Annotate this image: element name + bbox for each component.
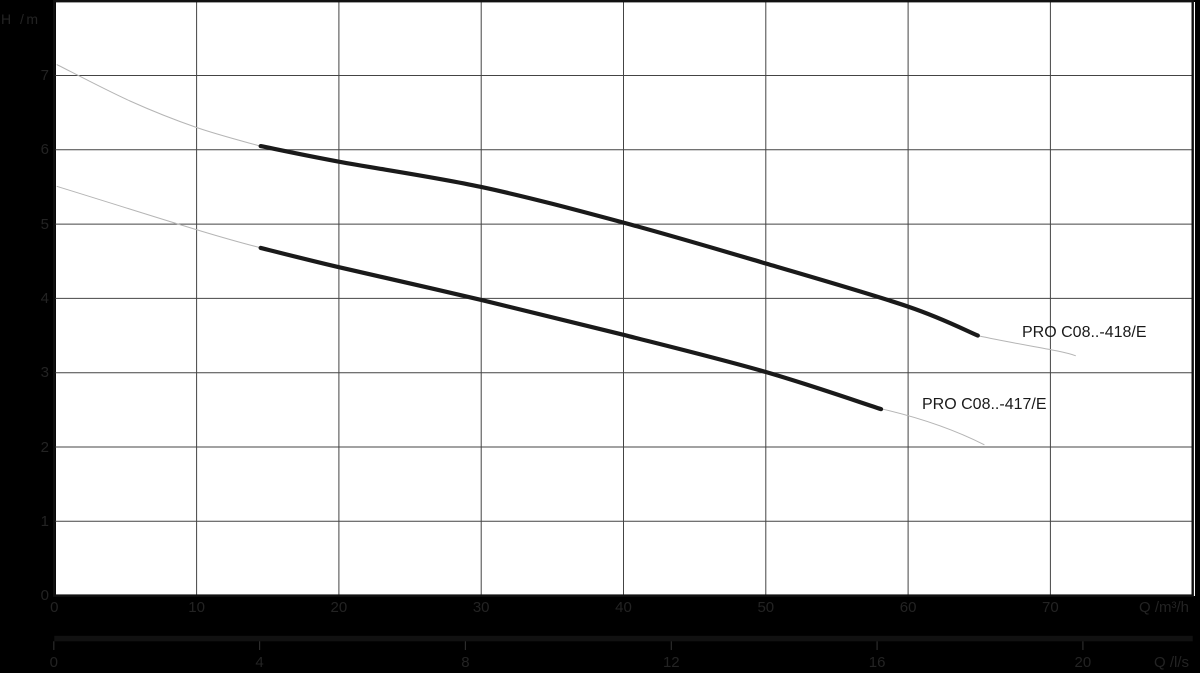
svg-text:5: 5	[41, 216, 49, 233]
svg-text:Q /l/s: Q /l/s	[1154, 654, 1189, 671]
svg-text:0: 0	[50, 654, 58, 671]
svg-text:4: 4	[41, 290, 49, 307]
svg-text:16: 16	[869, 654, 886, 671]
svg-text:50: 50	[757, 599, 774, 616]
svg-text:20: 20	[331, 599, 348, 616]
svg-text:70: 70	[1042, 599, 1059, 616]
svg-text:20: 20	[1075, 654, 1092, 671]
svg-text:2: 2	[41, 439, 49, 456]
svg-text:60: 60	[900, 599, 917, 616]
svg-text:0: 0	[41, 587, 49, 604]
svg-text:7: 7	[41, 67, 49, 84]
svg-text:Q /m³/h: Q /m³/h	[1139, 599, 1189, 616]
svg-text:PRO C08..-417/E: PRO C08..-417/E	[922, 396, 1047, 413]
svg-text:30: 30	[473, 599, 490, 616]
svg-text:10: 10	[188, 599, 205, 616]
svg-text:H /m: H /m	[1, 11, 41, 27]
svg-text:40: 40	[615, 599, 632, 616]
svg-text:12: 12	[663, 654, 680, 671]
svg-text:1: 1	[41, 513, 49, 530]
svg-text:3: 3	[41, 364, 49, 381]
svg-text:0: 0	[50, 599, 58, 616]
svg-text:4: 4	[255, 654, 263, 671]
svg-text:6: 6	[41, 141, 49, 158]
svg-text:8: 8	[461, 654, 469, 671]
svg-text:PRO C08..-418/E: PRO C08..-418/E	[1022, 324, 1147, 341]
